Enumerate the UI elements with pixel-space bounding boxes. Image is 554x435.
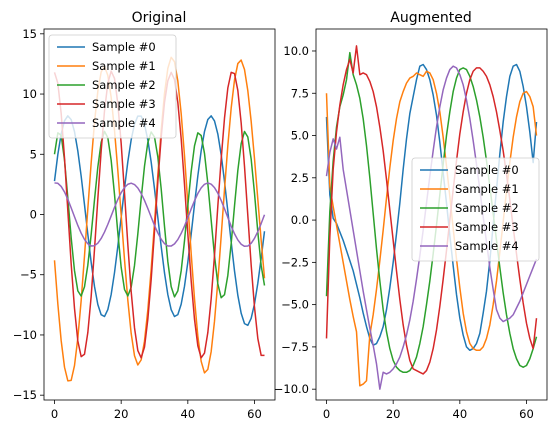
y-tick-label: −10.0 bbox=[274, 382, 309, 396]
series-line bbox=[325, 51, 538, 374]
x-tick-label: 40 bbox=[453, 407, 468, 421]
x-tick-label: 60 bbox=[519, 407, 534, 421]
y-tick-label: 0 bbox=[30, 208, 37, 222]
x-tick-label: 40 bbox=[181, 407, 196, 421]
legend-label: Sample #2 bbox=[455, 201, 519, 215]
legend-box bbox=[48, 34, 177, 139]
legend-label: Sample #1 bbox=[92, 59, 156, 73]
y-tick-label: −5.0 bbox=[281, 298, 309, 312]
legend-label: Sample #3 bbox=[92, 97, 156, 111]
x-tick-label: 0 bbox=[323, 407, 330, 421]
legend-label: Sample #1 bbox=[455, 182, 519, 196]
y-tick-label: −2.5 bbox=[281, 255, 309, 269]
original-panel: Original 0 20 40 60 −15 −10 −5 0 5 10 15 Sample #0… bbox=[13, 10, 276, 421]
series-line bbox=[54, 182, 266, 248]
augmented-ticks: 0 20 40 60 −10.0 −7.5 −5.0 −2.5 0.0 2.5 5.0 7.5 10.0 bbox=[274, 44, 534, 421]
legend-box bbox=[411, 157, 540, 262]
y-tick-label: 10.0 bbox=[283, 44, 309, 58]
legend-label: Sample #0 bbox=[92, 40, 156, 54]
original-ticks: 0 20 40 60 −15 −10 −5 0 5 10 15 bbox=[13, 27, 262, 421]
y-tick-label: 5 bbox=[30, 147, 37, 161]
augmented-axes-frame bbox=[315, 28, 548, 401]
legend-label: Sample #4 bbox=[92, 116, 156, 130]
y-tick-label: −5 bbox=[20, 268, 37, 282]
y-tick-label: 7.5 bbox=[291, 86, 309, 100]
y-tick-label: −10 bbox=[13, 328, 37, 342]
y-tick-label: 15 bbox=[22, 27, 37, 41]
legend-label: Sample #4 bbox=[455, 239, 519, 253]
y-tick-label: −7.5 bbox=[281, 340, 309, 354]
series-line bbox=[53, 70, 265, 359]
y-tick-label: 2.5 bbox=[291, 171, 309, 185]
augmented-title: Augmented bbox=[390, 10, 471, 26]
series-line bbox=[53, 130, 266, 299]
x-tick-label: 20 bbox=[386, 407, 401, 421]
x-tick-label: 60 bbox=[247, 407, 262, 421]
legend-label: Sample #3 bbox=[455, 220, 519, 234]
legend-label: Sample #2 bbox=[92, 78, 156, 92]
original-legend: Sample #0 Sample #1 Sample #2 Sample #3 Samp… bbox=[48, 34, 177, 139]
augmented-panel: Augmented 0 20 40 60 −10.0 −7.5 −5.0 −2.5 0.0 2.5… bbox=[274, 10, 548, 421]
legend-label: Sample #0 bbox=[455, 163, 519, 177]
x-tick-label: 0 bbox=[51, 407, 58, 421]
y-tick-label: 10 bbox=[22, 87, 37, 101]
original-plot-area bbox=[53, 56, 266, 382]
original-axes-frame bbox=[43, 28, 276, 401]
augmented-legend: Sample #0 Sample #1 Sample #2 Sample #3 Samp… bbox=[411, 157, 540, 262]
y-tick-label: −15 bbox=[13, 388, 37, 402]
series-line bbox=[325, 45, 538, 375]
x-tick-label: 20 bbox=[114, 407, 129, 421]
original-title: Original bbox=[132, 10, 187, 26]
y-tick-label: 0.0 bbox=[291, 213, 309, 227]
y-tick-label: 5.0 bbox=[291, 129, 309, 143]
